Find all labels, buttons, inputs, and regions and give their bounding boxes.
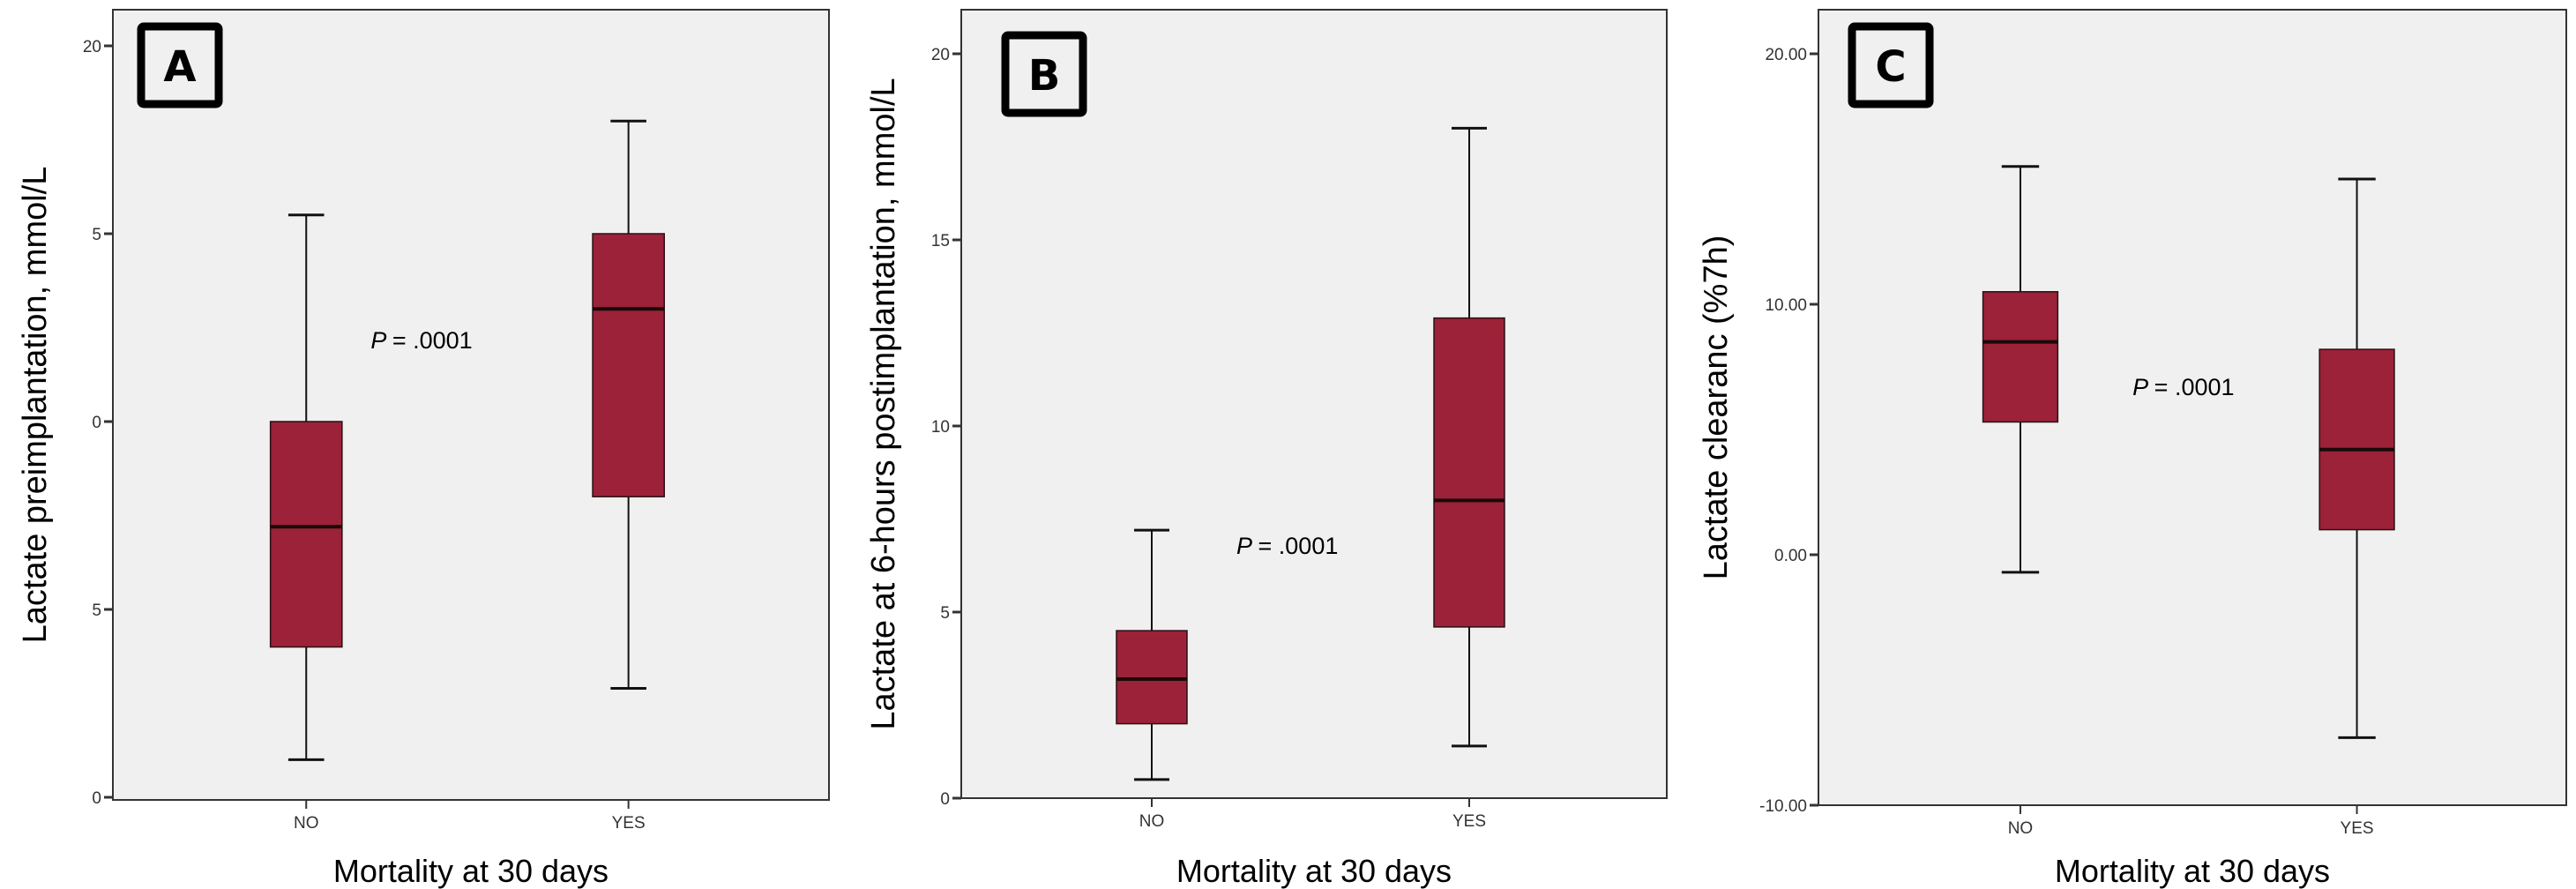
p-symbol: P [2132,374,2154,400]
y-tick-label: 5 [940,604,950,623]
panel-letter-badge: C [1848,22,1934,108]
x-tick-label: NO [294,814,319,833]
p-value: = .0001 [392,327,473,354]
x-tick-label: YES [1452,812,1486,831]
p-value-annotation: P = .0001 [2132,374,2234,400]
p-symbol: P [1236,533,1258,559]
panel-letter-badge: A [137,22,223,108]
x-tick-label: NO [1139,812,1165,831]
x-tick-label: YES [612,814,646,833]
iqr-box [1982,291,2059,423]
iqr-box [2318,348,2395,531]
iqr-box [1433,317,1505,628]
x-axis-label: Mortality at 30 days [2055,853,2330,889]
x-axis-label: Mortality at 30 days [333,853,609,889]
box-yes: YES [592,119,665,833]
panel-letter: A [163,42,196,92]
y-tick-label: 0 [92,789,101,808]
box-no: NO [1116,528,1188,831]
box-no: NO [269,213,343,833]
y-axis-label: Lactate preimplantation, mmol/L [17,167,54,644]
panel-c: 20.00 10.00 0.00 -10.00 Lactate clearanc (%7… [1698,9,2567,889]
p-value-annotation: P = .0001 [1236,533,1338,559]
iqr-box [1116,630,1188,725]
y-tick-label: 20 [931,46,950,64]
y-tick-label: 0.00 [1774,547,1807,565]
y-tick-label: 20.00 [1765,46,1807,64]
panel-letter-badge: B [1001,31,1087,117]
y-axis-label: Lactate clearanc (%7h) [1698,235,1735,580]
y-tick-label: 0 [940,790,950,809]
y-tick-label: 10.00 [1765,296,1807,315]
panel-letter-frame [137,22,223,108]
y-tick-label: -10.00 [1759,797,1807,816]
box-no: NO [1982,165,2059,838]
x-tick-label: YES [2341,819,2374,838]
plot-area [112,9,830,801]
plot-area [1818,9,2567,806]
panel-letter-frame [1848,22,1934,108]
y-tick-label: 5 [92,601,101,620]
p-value-annotation: P = .0001 [370,327,472,354]
y-tick-label: 10 [931,418,950,437]
panel-b: 20 15 10 5 0 Lactate at 6-hours postimplantat… [865,9,1668,889]
y-tick-label: 20 [83,38,101,56]
iqr-box [592,233,665,497]
panel-letter: C [1875,42,1906,92]
y-tick-label: 0 [92,414,101,432]
plot-area [960,9,1668,799]
p-value: = .0001 [1258,533,1339,559]
x-tick-label: NO [2008,819,2034,838]
p-symbol: P [370,327,392,354]
panel-a: 20 5 0 5 0 Lactate preimplantation, mmol/L Mor… [17,9,830,889]
iqr-box [269,421,343,648]
x-axis-label: Mortality at 30 days [1176,853,1452,889]
y-axis-label: Lactate at 6-hours postimplantation, mmo… [865,78,902,729]
panel-letter: B [1028,51,1061,101]
p-value: = .0001 [2154,374,2235,400]
box-yes: YES [2318,177,2395,838]
box-yes: YES [1433,126,1505,831]
panel-letter-frame [1001,31,1087,117]
y-tick-label: 15 [931,232,950,250]
y-tick-label: 5 [92,226,101,244]
